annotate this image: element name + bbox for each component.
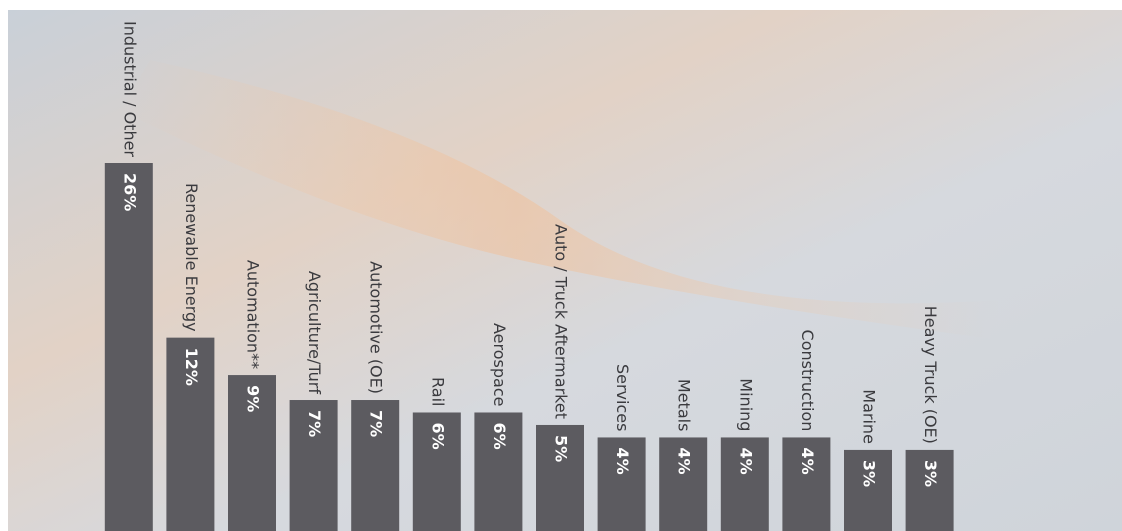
value-label: 3% [860, 460, 879, 487]
value-label: 5% [552, 435, 571, 462]
value-label: 7% [367, 410, 386, 437]
value-label: 9% [244, 385, 263, 412]
value-label: 6% [490, 422, 509, 449]
bar [536, 424, 584, 531]
bar [351, 400, 400, 531]
value-label: 4% [675, 447, 694, 474]
bar [104, 163, 153, 531]
bar [166, 337, 215, 531]
bar [412, 412, 461, 531]
bar [659, 437, 708, 531]
value-label: 3% [921, 460, 940, 487]
bar [782, 437, 831, 531]
bar [474, 412, 523, 531]
category-label: Aerospace [490, 323, 509, 406]
bar [597, 437, 646, 531]
category-label: Mining [736, 378, 755, 431]
category-label: Automotive (OE) [367, 261, 386, 394]
bars: Industrial / Other 26% Renewable Energy 12%… [104, 21, 954, 531]
category-label: Construction [798, 330, 817, 432]
bar [720, 437, 769, 531]
value-label: 4% [613, 447, 632, 474]
value-label: 4% [798, 447, 817, 474]
category-label: Auto / Truck Aftermarket [552, 224, 571, 419]
light-trail [120, 60, 1000, 340]
category-label: Heavy Truck (OE) [921, 306, 940, 444]
category-label: Services [613, 364, 632, 431]
category-label: Renewable Energy [182, 183, 201, 332]
category-label: Industrial / Other [120, 21, 139, 157]
category-label: Rail [428, 377, 447, 406]
bar [228, 375, 276, 531]
bar [289, 400, 338, 531]
category-label: Marine [860, 389, 879, 444]
bar [844, 449, 892, 531]
value-label: 12% [182, 348, 201, 386]
value-label: 26% [120, 173, 139, 211]
value-label: 6% [428, 422, 447, 449]
category-label: Automation** [244, 260, 263, 369]
value-label: 4% [736, 447, 755, 474]
bar [905, 449, 954, 531]
value-label: 7% [305, 410, 324, 437]
category-label: Agriculture/Turf [305, 271, 324, 394]
category-label: Metals [675, 379, 694, 432]
